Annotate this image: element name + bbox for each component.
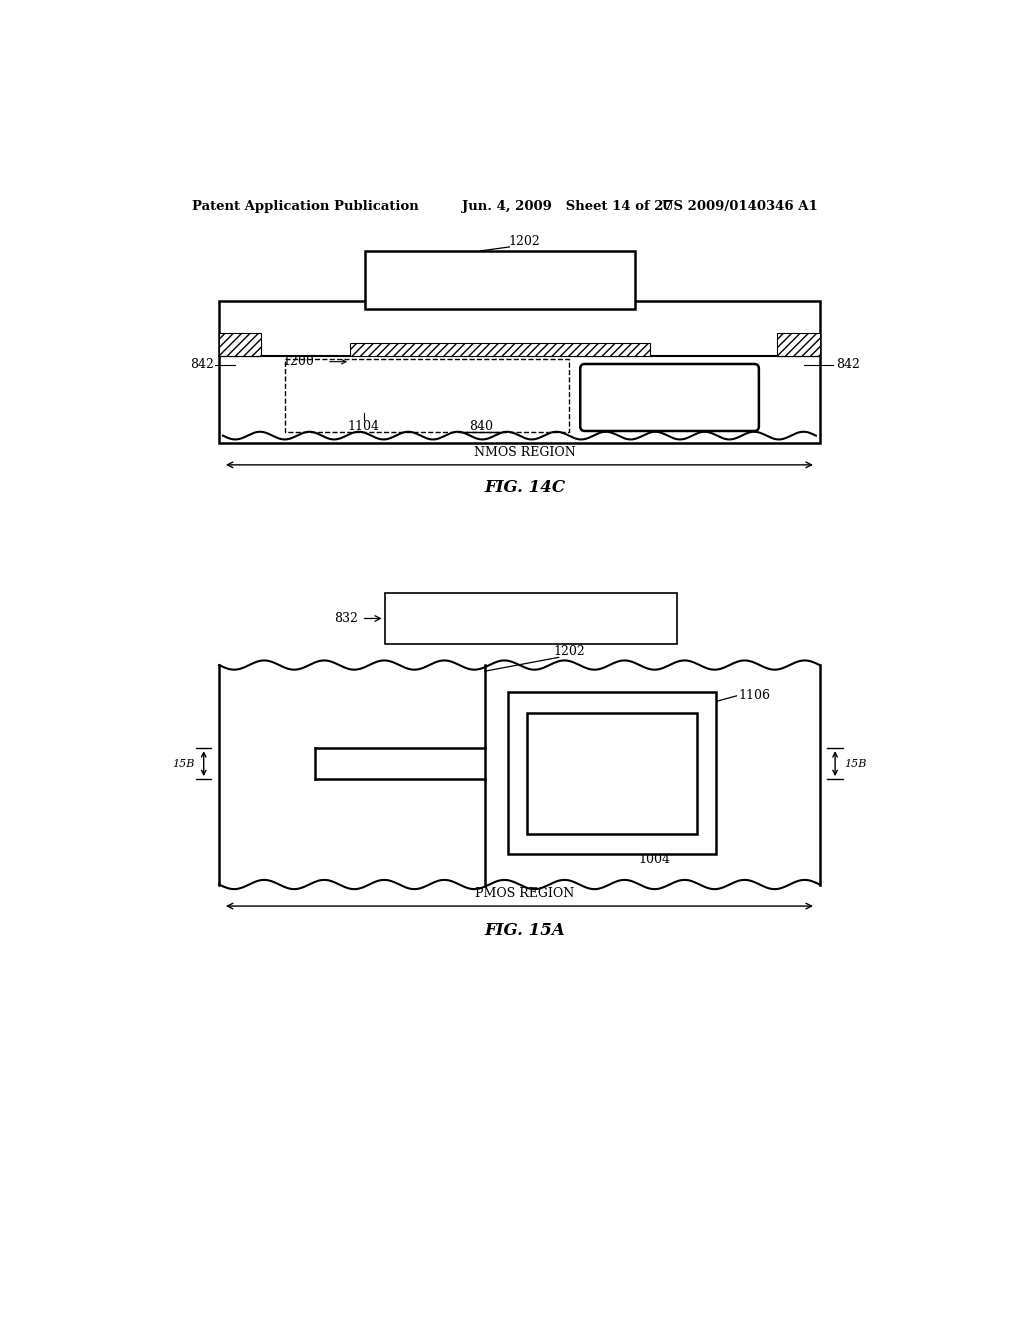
FancyBboxPatch shape bbox=[581, 364, 759, 430]
Text: 1202: 1202 bbox=[554, 644, 586, 657]
Text: US 2009/0140346 A1: US 2009/0140346 A1 bbox=[662, 199, 817, 213]
Text: 1200: 1200 bbox=[282, 355, 313, 368]
Text: 1004: 1004 bbox=[638, 853, 670, 866]
Bar bbox=[219, 333, 261, 356]
Text: 1006: 1006 bbox=[653, 407, 685, 418]
Bar bbox=[219, 301, 819, 444]
Text: 832: 832 bbox=[334, 612, 357, 624]
Text: FIG. 15A: FIG. 15A bbox=[484, 923, 565, 940]
Text: 1202: 1202 bbox=[509, 235, 541, 248]
Bar bbox=[527, 713, 696, 834]
Text: 840: 840 bbox=[469, 420, 493, 433]
Text: Jun. 4, 2009   Sheet 14 of 27: Jun. 4, 2009 Sheet 14 of 27 bbox=[462, 199, 673, 213]
Text: 1106: 1106 bbox=[739, 689, 771, 702]
Bar bbox=[777, 333, 819, 356]
Text: 15B: 15B bbox=[845, 759, 866, 768]
Text: FIG. 14C: FIG. 14C bbox=[484, 479, 565, 496]
Bar bbox=[385, 594, 677, 644]
Text: NMOS REGION: NMOS REGION bbox=[474, 446, 575, 459]
Bar bbox=[366, 251, 635, 309]
Text: Patent Application Publication: Patent Application Publication bbox=[193, 199, 419, 213]
Text: PERFORM IMPLANTS TO FORM SOURCE
EXTENSION AND POCKET IMPLANT REGIONS: PERFORM IMPLANTS TO FORM SOURCE EXTENSIO… bbox=[394, 607, 668, 630]
Text: 842: 842 bbox=[836, 358, 860, 371]
Bar bbox=[285, 359, 569, 432]
Text: PMOS REGION: PMOS REGION bbox=[475, 887, 574, 900]
Text: 842: 842 bbox=[189, 358, 214, 371]
Text: 15B: 15B bbox=[172, 759, 195, 768]
Bar bbox=[508, 692, 716, 854]
Text: 1104: 1104 bbox=[348, 420, 380, 433]
Bar bbox=[350, 343, 650, 356]
